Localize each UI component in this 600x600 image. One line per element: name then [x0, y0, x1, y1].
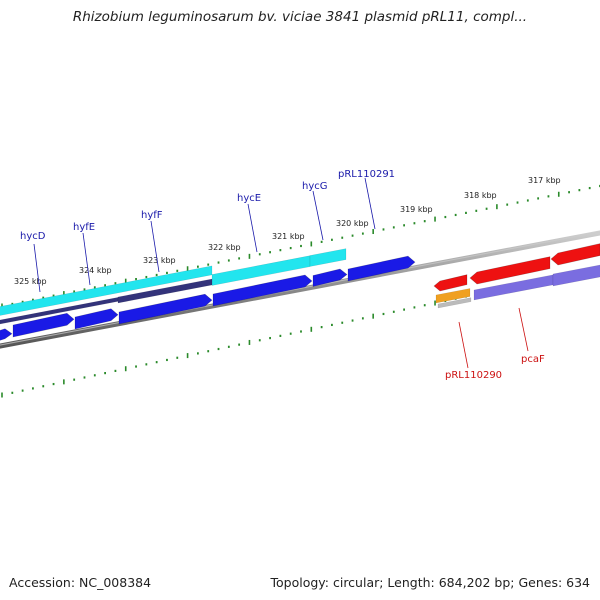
accession-text: Accession: NC_008384 — [9, 575, 152, 590]
reverse-light-band — [552, 264, 600, 287]
backbone-highlight — [0, 231, 600, 346]
kbp-label: 324 kbp — [79, 266, 112, 275]
forward-gene-arrow — [118, 293, 213, 325]
forward-gene-arrow — [74, 308, 119, 330]
gene-label-hyff[interactable]: hyfF — [141, 210, 163, 221]
gene-label-hycg[interactable]: hycG — [302, 181, 328, 192]
kbp-label: 325 kbp — [14, 277, 47, 286]
reverse-grey-band — [437, 297, 472, 309]
forward-gene-arrow — [312, 268, 348, 287]
kbp-label: 319 kbp — [400, 205, 433, 214]
outer-tick-ring — [1, 184, 600, 309]
kbp-label: 321 kbp — [272, 232, 305, 241]
map-title: Rhizobium leguminosarum bv. viciae 3841 … — [72, 9, 528, 25]
kbp-label: 317 kbp — [528, 176, 561, 185]
reverse-gene-arrow — [550, 243, 600, 266]
gene-label-hycd[interactable]: hycD — [20, 231, 46, 242]
kbp-label: 322 kbp — [208, 243, 241, 252]
reverse-gene-arrow — [433, 274, 468, 292]
kbp-label: 318 kbp — [464, 191, 497, 200]
gene-label-pcaf[interactable]: pcaF — [521, 354, 545, 365]
forward-rna-band — [309, 248, 347, 267]
backbone-line — [0, 230, 600, 349]
forward-gene-arrow — [212, 274, 313, 307]
kbp-label: 323 kbp — [143, 256, 176, 265]
gene-label-prl110290[interactable]: pRL110290 — [445, 370, 502, 381]
reverse-orange-band — [435, 288, 471, 304]
forward-dark-band — [117, 278, 213, 304]
reverse-gene-arrow — [469, 256, 551, 285]
forward-gene-arrow — [347, 255, 416, 282]
gene-label-prl110291[interactable]: pRL110291 — [338, 169, 395, 180]
topology-text: Topology: circular; Length: 684,202 bp; … — [270, 575, 591, 590]
forward-gene-arrow — [0, 328, 13, 341]
gene-label-hyfe[interactable]: hyfE — [73, 222, 95, 233]
backbone — [0, 230, 600, 349]
kbp-label: 320 kbp — [336, 219, 369, 228]
kbp-labels: 325 kbp 324 kbp 323 kbp 322 kbp 321 kbp … — [14, 176, 561, 286]
forward-gene-arrow — [12, 312, 75, 338]
gene-label-hyce[interactable]: hycE — [237, 193, 261, 204]
gene-labels: hycD hyfE hyfF hycE hycG pRL110291 pRL11… — [20, 169, 545, 381]
feature-tracks — [0, 243, 600, 341]
